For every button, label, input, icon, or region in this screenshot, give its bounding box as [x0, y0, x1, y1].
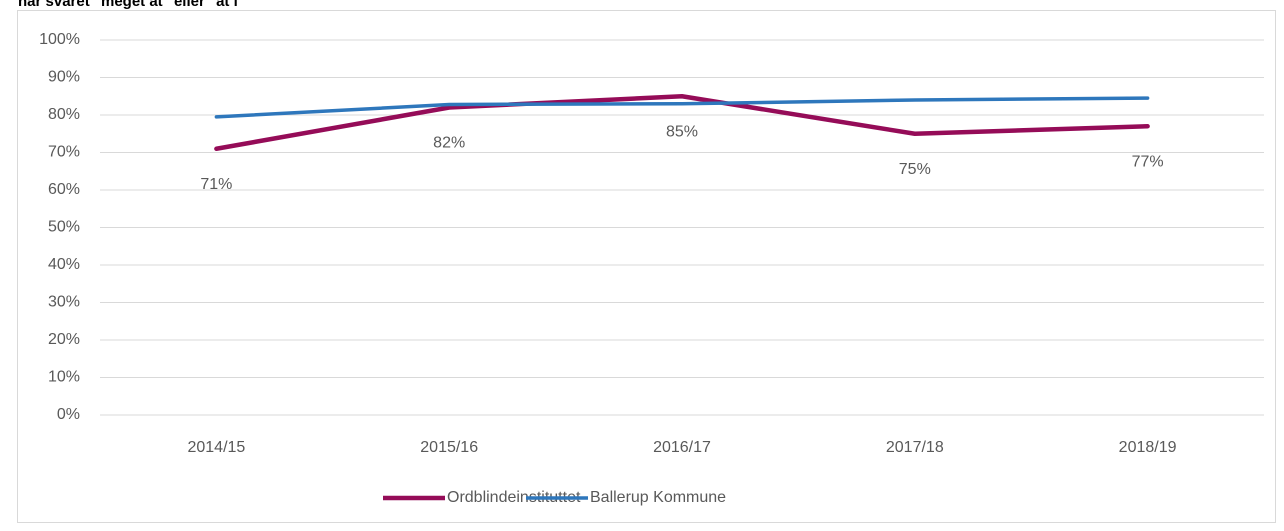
- y-tick-label: 40%: [48, 256, 80, 273]
- data-label: 71%: [200, 176, 232, 193]
- y-tick-label: 20%: [48, 331, 80, 348]
- x-tick-label: 2018/19: [1119, 439, 1177, 456]
- chart-title: har svaret "meget at" eller "at i": [18, 0, 245, 10]
- y-tick-label: 10%: [48, 369, 80, 386]
- y-tick-label: 60%: [48, 181, 80, 198]
- data-label: 75%: [899, 161, 931, 178]
- legend-label: Ordblindeinstituttet: [447, 489, 581, 506]
- y-tick-label: 70%: [48, 144, 80, 161]
- data-label: 82%: [433, 135, 465, 152]
- y-tick-label: 50%: [48, 219, 80, 236]
- series-line: [214, 96, 1150, 119]
- y-tick-label: 100%: [39, 31, 80, 48]
- y-tick-label: 30%: [48, 294, 80, 311]
- series-line: [214, 94, 1150, 151]
- y-tick-label: 80%: [48, 106, 80, 123]
- x-tick-label: 2017/18: [886, 439, 944, 456]
- data-label: 85%: [666, 123, 698, 140]
- x-tick-label: 2014/15: [187, 439, 245, 456]
- y-tick-label: 90%: [48, 69, 80, 86]
- legend-label: Ballerup Kommune: [590, 489, 726, 506]
- x-tick-label: 2016/17: [653, 439, 711, 456]
- y-tick-label: 0%: [57, 406, 80, 423]
- x-tick-label: 2015/16: [420, 439, 478, 456]
- data-label: 77%: [1132, 153, 1164, 170]
